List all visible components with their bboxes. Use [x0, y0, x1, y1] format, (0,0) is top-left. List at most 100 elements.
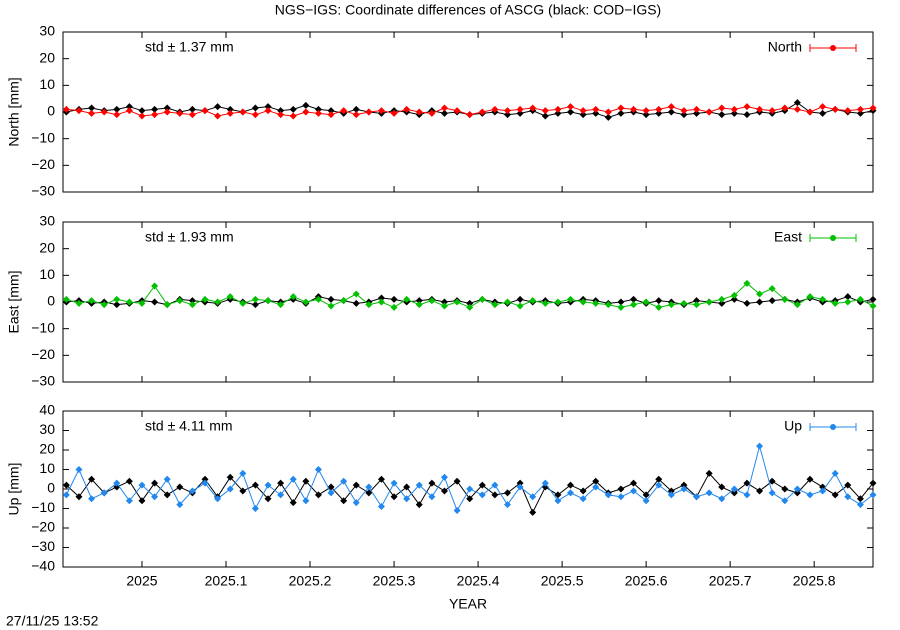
- data-point: [516, 105, 524, 113]
- data-point: [503, 107, 511, 115]
- data-point: [390, 493, 398, 501]
- data-point: [705, 108, 713, 116]
- data-point: [831, 469, 839, 477]
- data-point: [415, 481, 423, 489]
- data-point: [251, 104, 259, 112]
- data-point: [503, 489, 511, 497]
- data-point: [579, 111, 587, 119]
- data-point: [440, 487, 448, 495]
- data-point: [125, 298, 133, 306]
- y-tick-label: −30: [31, 373, 55, 389]
- data-point: [100, 301, 108, 309]
- data-point: [327, 489, 335, 497]
- data-point: [630, 105, 638, 113]
- data-point: [529, 508, 537, 516]
- data-point: [680, 107, 688, 115]
- data-point: [667, 487, 675, 495]
- std-annotation: std ± 1.37 mm: [145, 39, 234, 55]
- y-tick-label: 20: [39, 441, 55, 457]
- data-point: [340, 107, 348, 115]
- data-point: [125, 477, 133, 485]
- data-point: [743, 279, 751, 287]
- x-tick-label: 2025.1: [205, 573, 248, 589]
- data-point: [188, 297, 196, 305]
- legend-label: Up: [784, 418, 802, 434]
- data-point: [365, 483, 373, 491]
- data-point: [819, 487, 827, 495]
- data-point: [289, 293, 297, 301]
- data-point: [680, 481, 688, 489]
- data-point: [440, 104, 448, 112]
- data-point: [667, 108, 675, 116]
- data-point: [793, 301, 801, 309]
- y-tick-label: −10: [31, 129, 55, 145]
- data-point: [390, 295, 398, 303]
- data-point: [302, 108, 310, 116]
- data-point: [466, 495, 474, 503]
- data-point: [856, 295, 864, 303]
- data-point: [617, 303, 625, 311]
- data-point: [226, 485, 234, 493]
- data-point: [163, 104, 171, 112]
- data-point: [743, 491, 751, 499]
- data-point: [62, 105, 70, 113]
- data-point: [516, 295, 524, 303]
- data-point: [693, 109, 701, 117]
- data-point: [75, 466, 83, 473]
- data-point: [453, 506, 461, 514]
- y-tick-label: 30: [39, 23, 55, 39]
- data-point: [125, 497, 133, 505]
- data-point: [365, 108, 373, 116]
- data-point: [239, 469, 247, 477]
- data-point: [869, 104, 877, 112]
- data-point: [529, 297, 537, 305]
- data-point: [756, 442, 764, 450]
- data-point: [768, 107, 776, 115]
- data-point: [718, 111, 726, 119]
- x-tick-label: 2025.2: [289, 573, 332, 589]
- data-point: [503, 298, 511, 306]
- data-point: [352, 481, 360, 489]
- data-point: [491, 491, 499, 499]
- y-axis-label: North [mm]: [6, 77, 22, 146]
- data-point: [541, 112, 549, 120]
- data-point: [844, 107, 852, 115]
- data-point: [264, 495, 272, 503]
- data-point: [440, 298, 448, 306]
- data-point: [579, 107, 587, 115]
- y-tick-label: 0: [47, 293, 55, 309]
- data-point: [100, 108, 108, 116]
- data-point: [151, 479, 159, 487]
- data-point: [819, 103, 827, 111]
- data-point: [75, 493, 83, 501]
- data-point: [453, 298, 461, 306]
- data-point: [844, 481, 852, 489]
- data-point: [844, 493, 852, 501]
- data-point: [163, 491, 171, 499]
- data-point: [239, 487, 247, 495]
- data-point: [214, 103, 222, 111]
- data-point: [554, 105, 562, 113]
- data-point: [743, 479, 751, 487]
- data-point: [138, 112, 146, 120]
- x-tick-label: 2025.5: [541, 573, 584, 589]
- data-point: [415, 301, 423, 309]
- data-point: [327, 295, 335, 303]
- data-point: [466, 485, 474, 493]
- data-point: [88, 109, 96, 117]
- data-point: [314, 466, 322, 473]
- data-point: [604, 301, 612, 309]
- data-point: [340, 497, 348, 505]
- y-tick-label: 10: [39, 76, 55, 92]
- data-point: [327, 107, 335, 115]
- data-point: [617, 485, 625, 493]
- data-point: [743, 299, 751, 307]
- data-point: [642, 298, 650, 306]
- x-tick-label: 2025.8: [793, 573, 836, 589]
- data-point: [314, 295, 322, 303]
- data-point: [503, 111, 511, 119]
- data-point: [503, 501, 511, 509]
- data-point: [869, 295, 877, 303]
- data-point: [869, 479, 877, 487]
- data-point: [630, 301, 638, 309]
